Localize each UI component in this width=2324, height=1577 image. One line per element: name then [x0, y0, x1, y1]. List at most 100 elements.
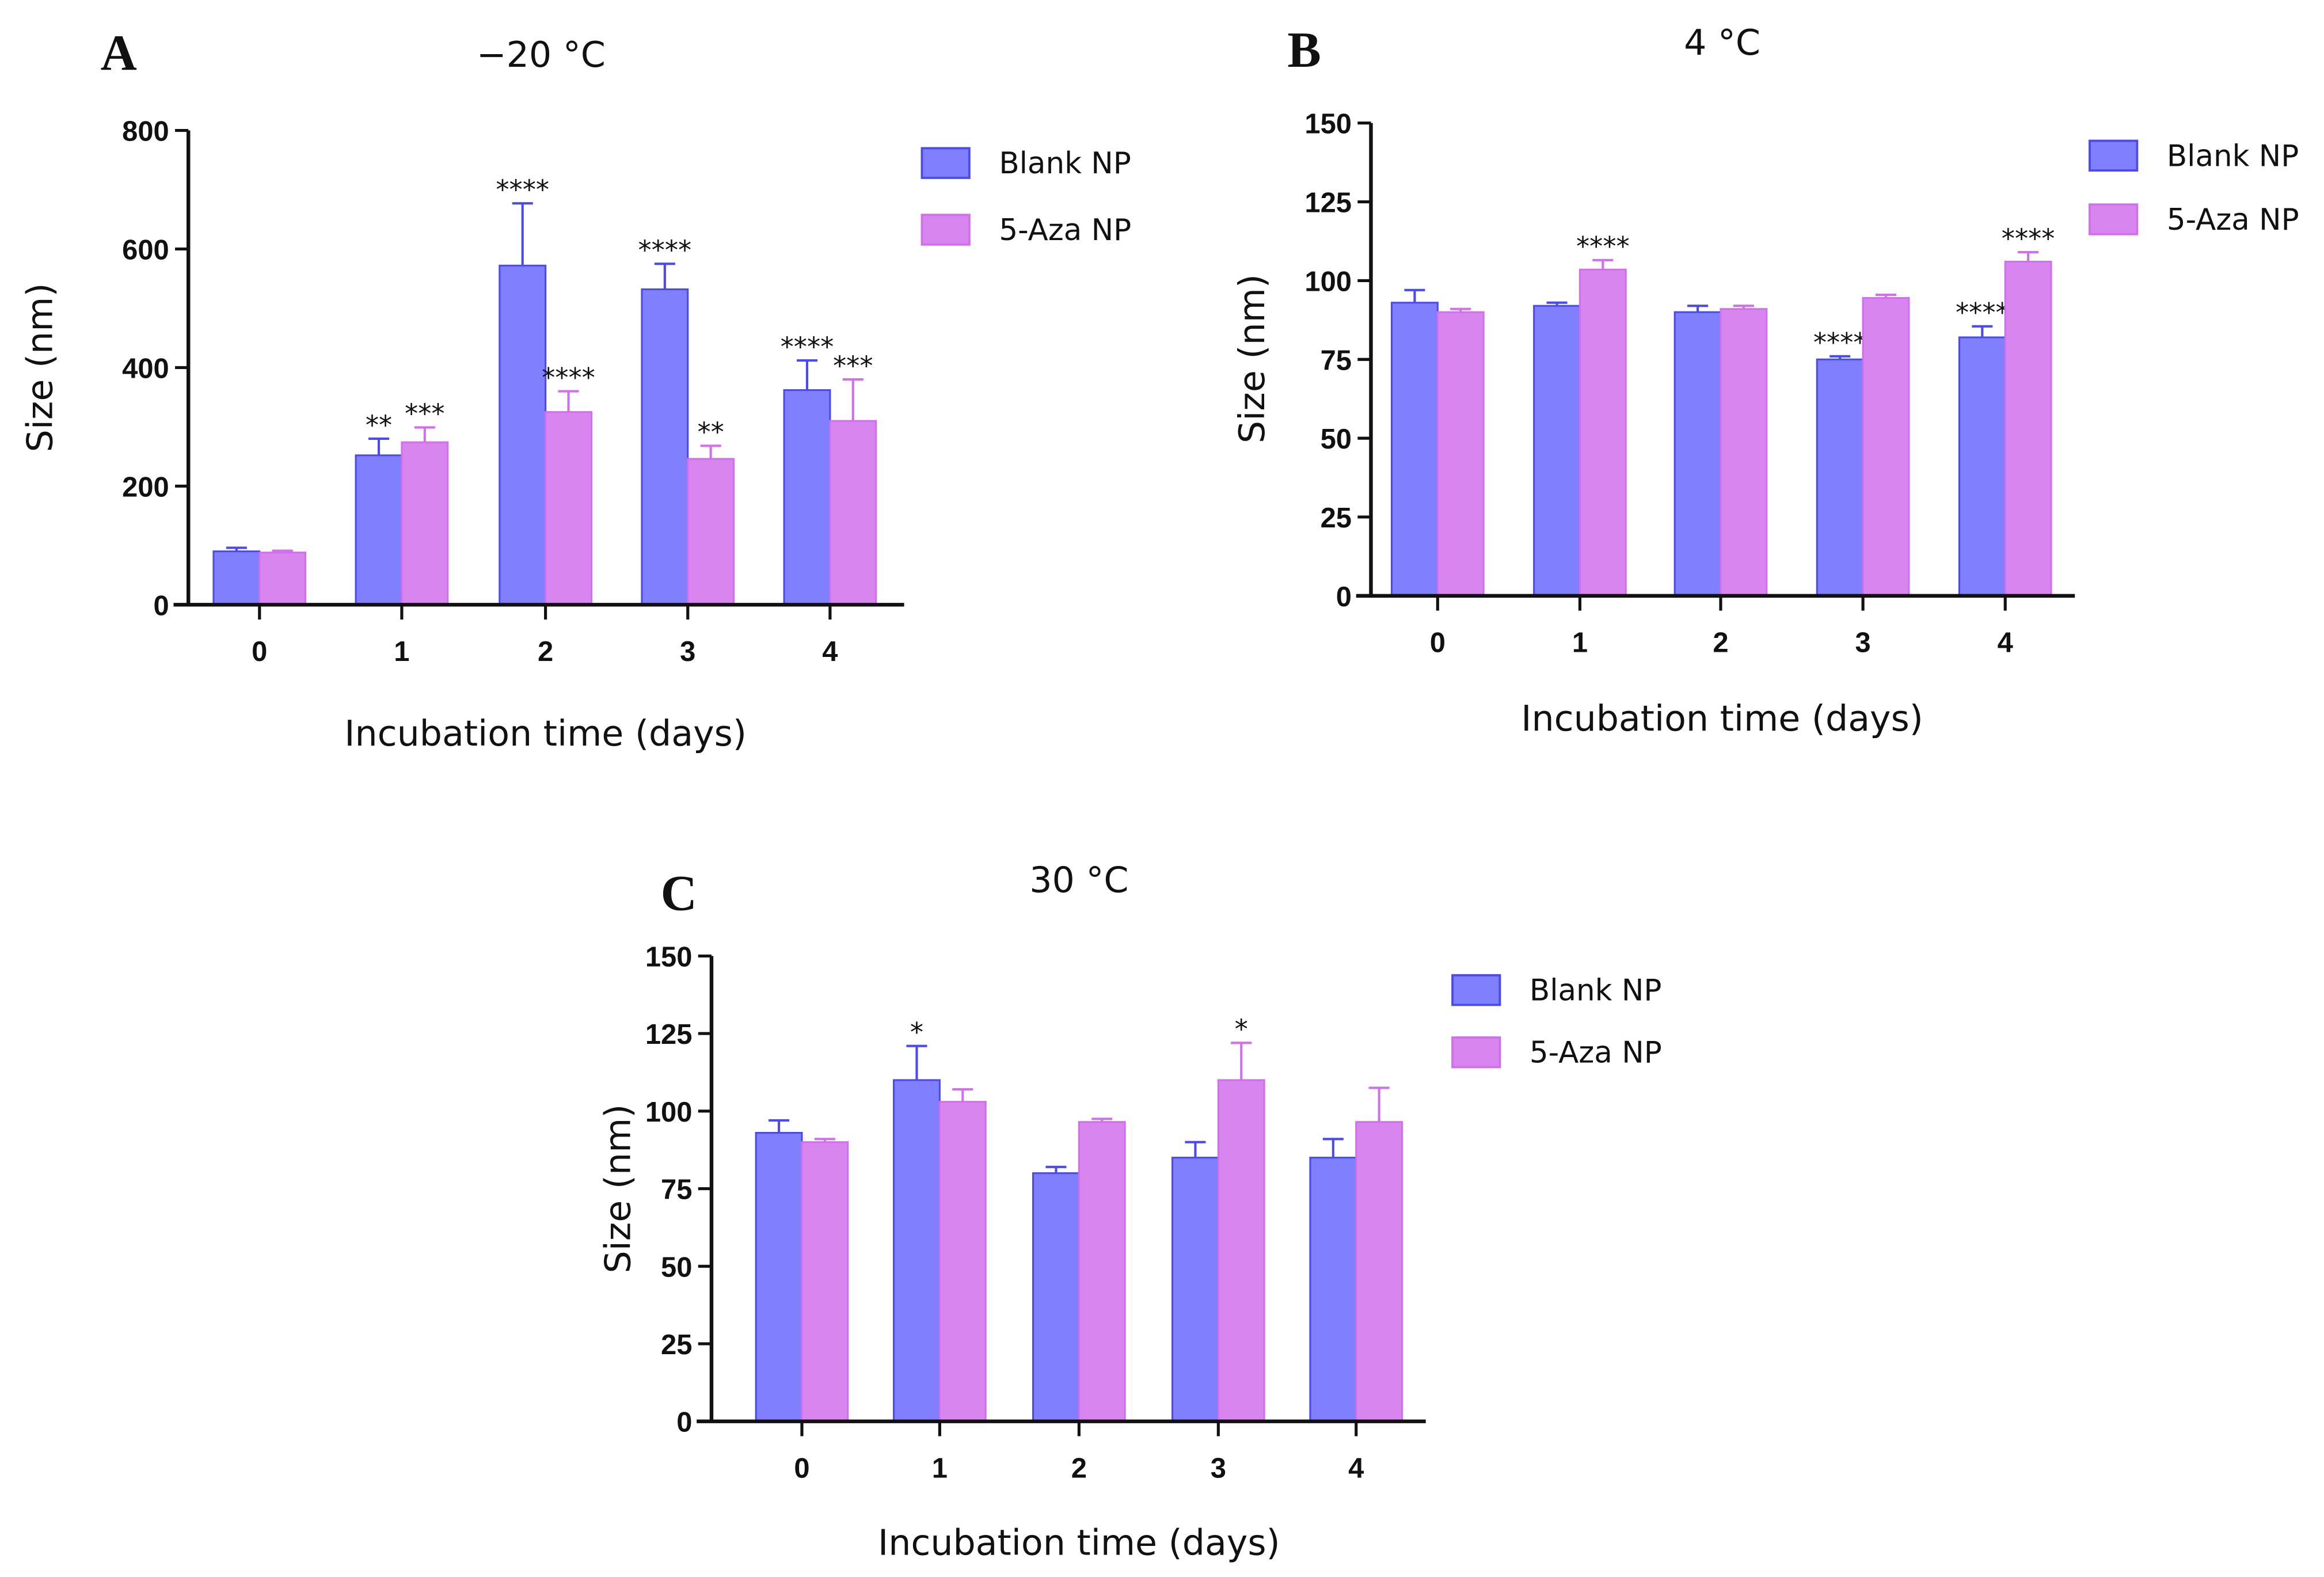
x-tick-label: 1	[1572, 628, 1588, 659]
significance-label: ****	[1576, 231, 1630, 262]
bar-blank-day-4	[783, 389, 831, 606]
bar-aza-day-2	[545, 411, 592, 606]
x-tick-label: 4	[822, 636, 838, 667]
bar-blank-day-4	[1958, 336, 2006, 597]
chart-title: 4 °C	[1684, 22, 1760, 63]
y-tick-label: 100	[645, 1097, 693, 1128]
y-axis-label: Size (nm)	[597, 1104, 638, 1274]
legend-label: Blank NP	[2167, 139, 2299, 173]
bar-blank-day-1	[1533, 305, 1581, 597]
x-tick-label: 2	[1071, 1453, 1087, 1484]
y-tick-label: 125	[1304, 188, 1352, 219]
bar-aza-day-4	[829, 420, 877, 606]
y-tick-label: 50	[1321, 424, 1352, 455]
bar-aza-day-3	[687, 458, 735, 606]
bar-aza-day-3	[1862, 297, 1910, 597]
bar-blank-day-2	[1673, 311, 1722, 597]
x-tick-label: 4	[1998, 628, 2013, 659]
x-tick-label: 3	[680, 636, 695, 667]
significance-label: ***	[405, 398, 444, 430]
x-axis-label: Incubation time (days)	[1521, 698, 1923, 739]
chart-title: −20 °C	[477, 34, 606, 75]
y-tick-label: 50	[661, 1252, 692, 1283]
bar-blank-day-3	[641, 288, 689, 606]
legend-label: 5-Aza NP	[1530, 1036, 1662, 1070]
x-tick-label: 1	[394, 636, 409, 667]
significance-label: ****	[781, 331, 834, 362]
bar-aza-day-0	[801, 1141, 849, 1423]
y-tick-label: 75	[661, 1175, 692, 1206]
legend-swatch-aza	[921, 214, 971, 246]
y-tick-label: 125	[645, 1019, 693, 1050]
x-tick-label: 2	[538, 636, 553, 667]
panel-label: C	[661, 865, 697, 921]
x-axis-label: Incubation time (days)	[878, 1522, 1280, 1563]
bar-aza-day-1	[401, 441, 449, 606]
x-tick-label: 0	[1430, 628, 1446, 659]
chart-title: 30 °C	[1029, 860, 1128, 901]
y-tick-label: 800	[122, 116, 169, 147]
y-tick-label: 25	[1321, 503, 1352, 534]
bar-blank-day-2	[499, 264, 547, 606]
bar-aza-day-2	[1078, 1121, 1126, 1423]
significance-label: ****	[542, 362, 595, 393]
chart-panel-A: A −20 °C**************************0200400…	[19, 25, 1131, 754]
bar-aza-day-0	[258, 552, 307, 606]
x-tick-label: 3	[1855, 628, 1871, 659]
y-tick-label: 75	[1321, 345, 1352, 376]
bar-aza-day-4	[1355, 1121, 1403, 1423]
x-tick-label: 3	[1211, 1453, 1226, 1484]
chart-panel-C: C 30 °C * * 0 25 50 75 100 125 150 0 1 2 3 4 Incubation …	[597, 860, 1661, 1564]
x-tick-label: 0	[794, 1453, 809, 1484]
y-tick-label: 0	[1336, 582, 1352, 613]
significance-label: *	[1235, 1014, 1248, 1045]
x-tick-label: 2	[1713, 628, 1728, 659]
y-tick-label: 0	[154, 590, 169, 621]
bar-blank-day-4	[1309, 1157, 1357, 1423]
bar-aza-day-1	[1579, 268, 1627, 597]
legend-label: Blank NP	[1530, 974, 1661, 1008]
panel-label: A	[101, 25, 137, 81]
bar-blank-day-0	[755, 1132, 803, 1423]
legend-swatch-blank	[1451, 974, 1501, 1006]
y-axis-label: Size (nm)	[19, 283, 60, 452]
significance-label: **	[697, 417, 724, 448]
legend-swatch-aza	[1451, 1036, 1501, 1069]
bar-aza-day-4	[2004, 260, 2052, 597]
bar-blank-day-0	[212, 550, 261, 606]
significance-label: ****	[1956, 297, 2009, 328]
y-tick-label: 200	[122, 472, 169, 503]
legend-label: 5-Aza NP	[999, 213, 1131, 248]
y-axis-label: Size (nm)	[1231, 274, 1273, 443]
bar-blank-day-3	[1816, 358, 1864, 597]
significance-label: ****	[496, 174, 549, 205]
y-tick-label: 100	[1304, 266, 1352, 297]
x-tick-label: 4	[1348, 1453, 1364, 1484]
y-tick-label: 600	[122, 234, 169, 265]
bar-blank-day-0	[1390, 302, 1439, 597]
significance-label: ****	[638, 234, 692, 265]
significance-label: ****	[1813, 327, 1867, 358]
chart-panel-B: B 4 °C **** **** **** **** 0 25 50 75 100 125 150 0 1 2…	[1231, 22, 2299, 739]
bar-blank-day-1	[355, 454, 403, 606]
y-tick-label: 150	[1304, 109, 1352, 140]
legend-label: 5-Aza NP	[2167, 203, 2299, 237]
x-tick-label: 1	[932, 1453, 948, 1484]
legend-swatch-blank	[921, 147, 971, 179]
legend-swatch-aza	[2089, 203, 2139, 235]
y-tick-label: 150	[645, 941, 693, 972]
significance-label: **	[366, 409, 392, 440]
legend-label: Blank NP	[999, 146, 1131, 181]
bar-aza-day-1	[938, 1101, 987, 1423]
bar-blank-day-1	[893, 1079, 941, 1423]
y-tick-label: 400	[122, 353, 169, 384]
y-tick-label: 25	[661, 1329, 692, 1361]
y-tick-label: 0	[676, 1407, 692, 1438]
significance-label: *	[910, 1017, 923, 1048]
bar-aza-day-2	[1720, 308, 1768, 597]
x-axis-label: Incubation time (days)	[344, 713, 747, 754]
bar-blank-day-3	[1171, 1157, 1219, 1423]
bar-aza-day-3	[1217, 1079, 1265, 1423]
bar-blank-day-2	[1032, 1172, 1080, 1423]
